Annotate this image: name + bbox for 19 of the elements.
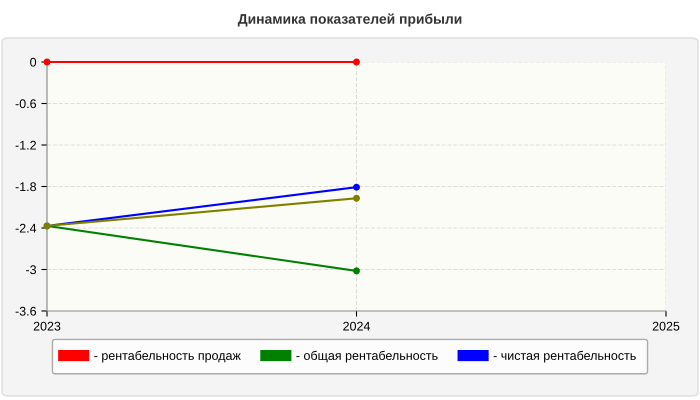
y-tick-label: -3 <box>26 265 36 274</box>
y-tick-label: -1.8 <box>16 182 36 192</box>
legend-label: - общая рентабельность <box>296 350 438 362</box>
legend-label: - чистая рентабельность <box>494 350 636 362</box>
legend-label: - рентабельность продаж <box>94 350 241 362</box>
x-tick-label: 2024 <box>343 322 370 331</box>
y-tick-label: -3.6 <box>16 306 36 316</box>
point <box>353 58 360 66</box>
point <box>353 267 360 274</box>
y-tick-label: 0 <box>30 58 36 67</box>
y-tick-label: -2.4 <box>16 224 36 233</box>
x-tick-label: 2023 <box>34 322 60 331</box>
x-tick-label: 2025 <box>652 322 680 331</box>
y-tick-label: -0.6 <box>16 99 36 108</box>
point <box>353 184 360 191</box>
chart-title: Динамика показателей прибыли <box>238 13 462 27</box>
point <box>44 58 50 66</box>
point <box>353 194 360 202</box>
y-tick-label: -1.2 <box>16 140 36 150</box>
